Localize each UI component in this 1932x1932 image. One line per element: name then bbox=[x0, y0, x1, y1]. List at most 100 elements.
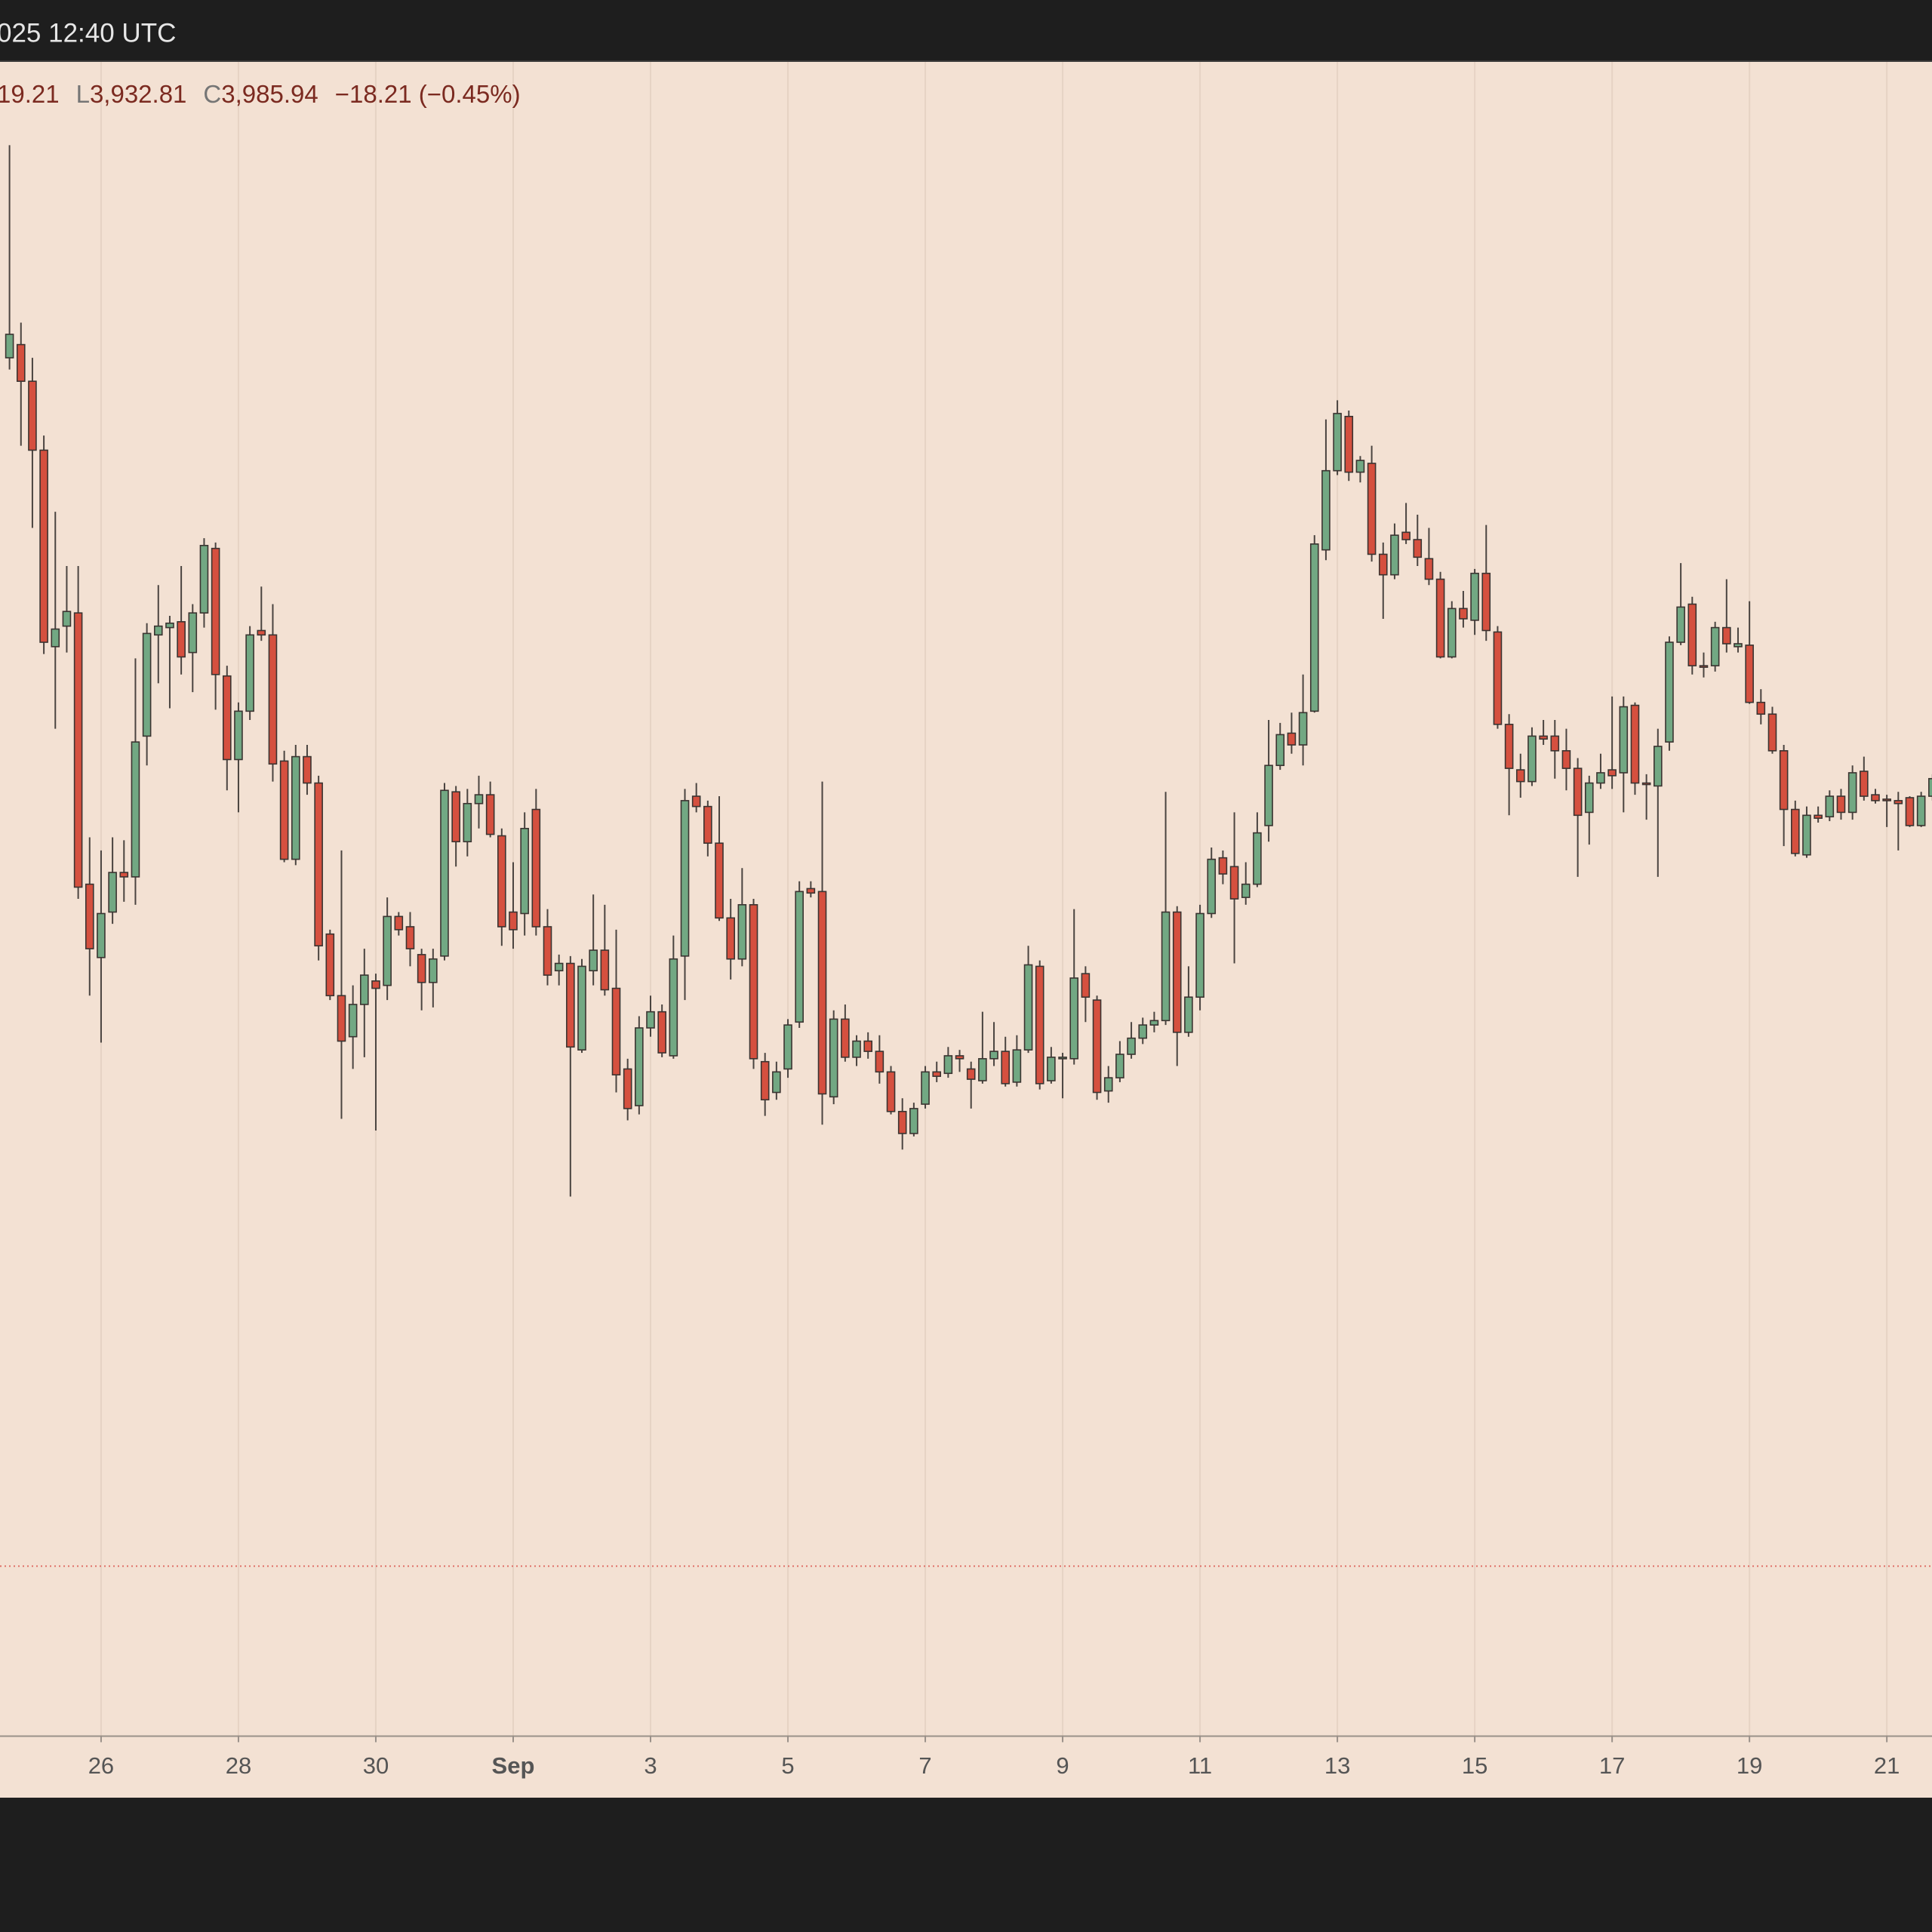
legend-value: 3,985.94 bbox=[221, 80, 318, 108]
candle-body bbox=[978, 1058, 987, 1081]
candle-body bbox=[749, 904, 758, 1060]
candle-body bbox=[1561, 750, 1571, 769]
candle-body bbox=[268, 634, 278, 765]
candle-body bbox=[314, 782, 323, 947]
candle-body bbox=[1081, 973, 1091, 998]
x-tick-label: 26 bbox=[88, 1752, 114, 1779]
candle-body bbox=[497, 835, 506, 928]
x-tick-label: 5 bbox=[781, 1752, 794, 1779]
candle-body bbox=[417, 954, 426, 983]
x-axis: 26 28 30 Sep 3 5 7 9 11 13 15 17 19 21 bbox=[88, 1736, 1900, 1779]
candle-body bbox=[234, 710, 243, 761]
candle-body bbox=[703, 805, 712, 844]
candle-body bbox=[1218, 857, 1228, 875]
candle-body bbox=[1905, 797, 1915, 826]
candle-body bbox=[1699, 665, 1709, 668]
candle-body bbox=[1687, 603, 1697, 666]
candle-body bbox=[199, 544, 209, 614]
chart-background bbox=[0, 61, 1932, 1798]
candle-body bbox=[875, 1051, 884, 1073]
candle-body bbox=[566, 962, 575, 1048]
candle-body bbox=[966, 1068, 976, 1080]
candle-body bbox=[429, 958, 438, 983]
x-tick-label: 21 bbox=[1874, 1752, 1900, 1779]
candle-body bbox=[1596, 772, 1605, 784]
candle-body bbox=[1092, 999, 1102, 1094]
candle-body bbox=[1802, 814, 1811, 856]
legend-value: 19.21 bbox=[0, 80, 60, 108]
candle-body bbox=[1424, 558, 1434, 580]
candle-body bbox=[897, 1110, 907, 1134]
candle-body bbox=[1630, 704, 1640, 784]
candle-body bbox=[1172, 911, 1182, 1033]
candle-body bbox=[817, 891, 827, 1095]
candle-body bbox=[806, 888, 816, 894]
x-tick-label: 28 bbox=[226, 1752, 251, 1779]
candle-body bbox=[589, 949, 598, 972]
candle-body bbox=[360, 974, 369, 1005]
candle-body bbox=[921, 1071, 930, 1105]
candle-body bbox=[1344, 416, 1354, 473]
candle-body bbox=[680, 800, 690, 957]
candle-body bbox=[1069, 977, 1079, 1060]
candle-body bbox=[1401, 531, 1411, 540]
candle-body bbox=[211, 547, 220, 675]
candle-body bbox=[1367, 463, 1377, 555]
candle-body bbox=[783, 1024, 792, 1070]
candle-body bbox=[348, 1004, 358, 1038]
candle-body bbox=[1779, 750, 1789, 811]
candle-body bbox=[520, 827, 529, 915]
candle-body bbox=[1641, 782, 1651, 786]
candle-body bbox=[85, 883, 94, 949]
candle-body bbox=[51, 628, 60, 648]
candle-body bbox=[1860, 771, 1869, 797]
candle-body bbox=[257, 629, 266, 636]
candle-body bbox=[726, 917, 735, 960]
candle-body bbox=[1058, 1057, 1067, 1060]
candle-body bbox=[5, 334, 14, 358]
candle-body bbox=[1047, 1057, 1056, 1081]
legend-value: 3,932.81 bbox=[90, 80, 186, 108]
candle-body bbox=[1253, 832, 1262, 885]
candle-body bbox=[1722, 626, 1731, 645]
ohlc-legend: 19.21 L3,932.81 C3,985.94 −18.21 (−0.45%) bbox=[0, 80, 521, 108]
x-tick-label: 7 bbox=[918, 1752, 931, 1779]
candle-body bbox=[1161, 911, 1171, 1022]
candle-body bbox=[1264, 764, 1273, 826]
candle-body bbox=[1527, 735, 1537, 783]
candle-body bbox=[1619, 706, 1629, 774]
candle-body bbox=[1847, 772, 1857, 814]
candle-body bbox=[1459, 608, 1468, 620]
candle-body bbox=[1470, 572, 1479, 621]
candle-body bbox=[1767, 713, 1777, 752]
candle-body bbox=[509, 911, 518, 931]
candle-body bbox=[989, 1051, 998, 1060]
candle-body bbox=[1539, 735, 1548, 740]
candle-body bbox=[279, 760, 289, 860]
candle-body bbox=[1481, 572, 1491, 632]
candle-body bbox=[73, 612, 83, 888]
candle-body bbox=[1012, 1049, 1022, 1083]
candle-body bbox=[909, 1108, 918, 1134]
x-tick-label: 9 bbox=[1056, 1752, 1069, 1779]
candle-body bbox=[772, 1071, 781, 1094]
candle-body bbox=[394, 915, 404, 931]
candle-body bbox=[222, 675, 232, 761]
candle-body bbox=[1504, 724, 1514, 769]
candle-body bbox=[646, 1011, 655, 1029]
candle-body bbox=[1195, 912, 1204, 998]
candle-body bbox=[1229, 866, 1239, 900]
top-bar bbox=[0, 0, 1932, 61]
candle-body bbox=[291, 755, 300, 860]
candle-body bbox=[635, 1027, 644, 1106]
candle-body bbox=[1333, 413, 1342, 472]
candle-body bbox=[1791, 808, 1800, 854]
candle-body bbox=[1447, 608, 1457, 658]
candle-body bbox=[142, 632, 152, 737]
candle-body bbox=[1035, 965, 1044, 1084]
candle-body bbox=[28, 380, 37, 451]
candle-body bbox=[841, 1018, 850, 1058]
candle-body bbox=[337, 995, 346, 1042]
x-tick-label: 15 bbox=[1462, 1752, 1487, 1779]
